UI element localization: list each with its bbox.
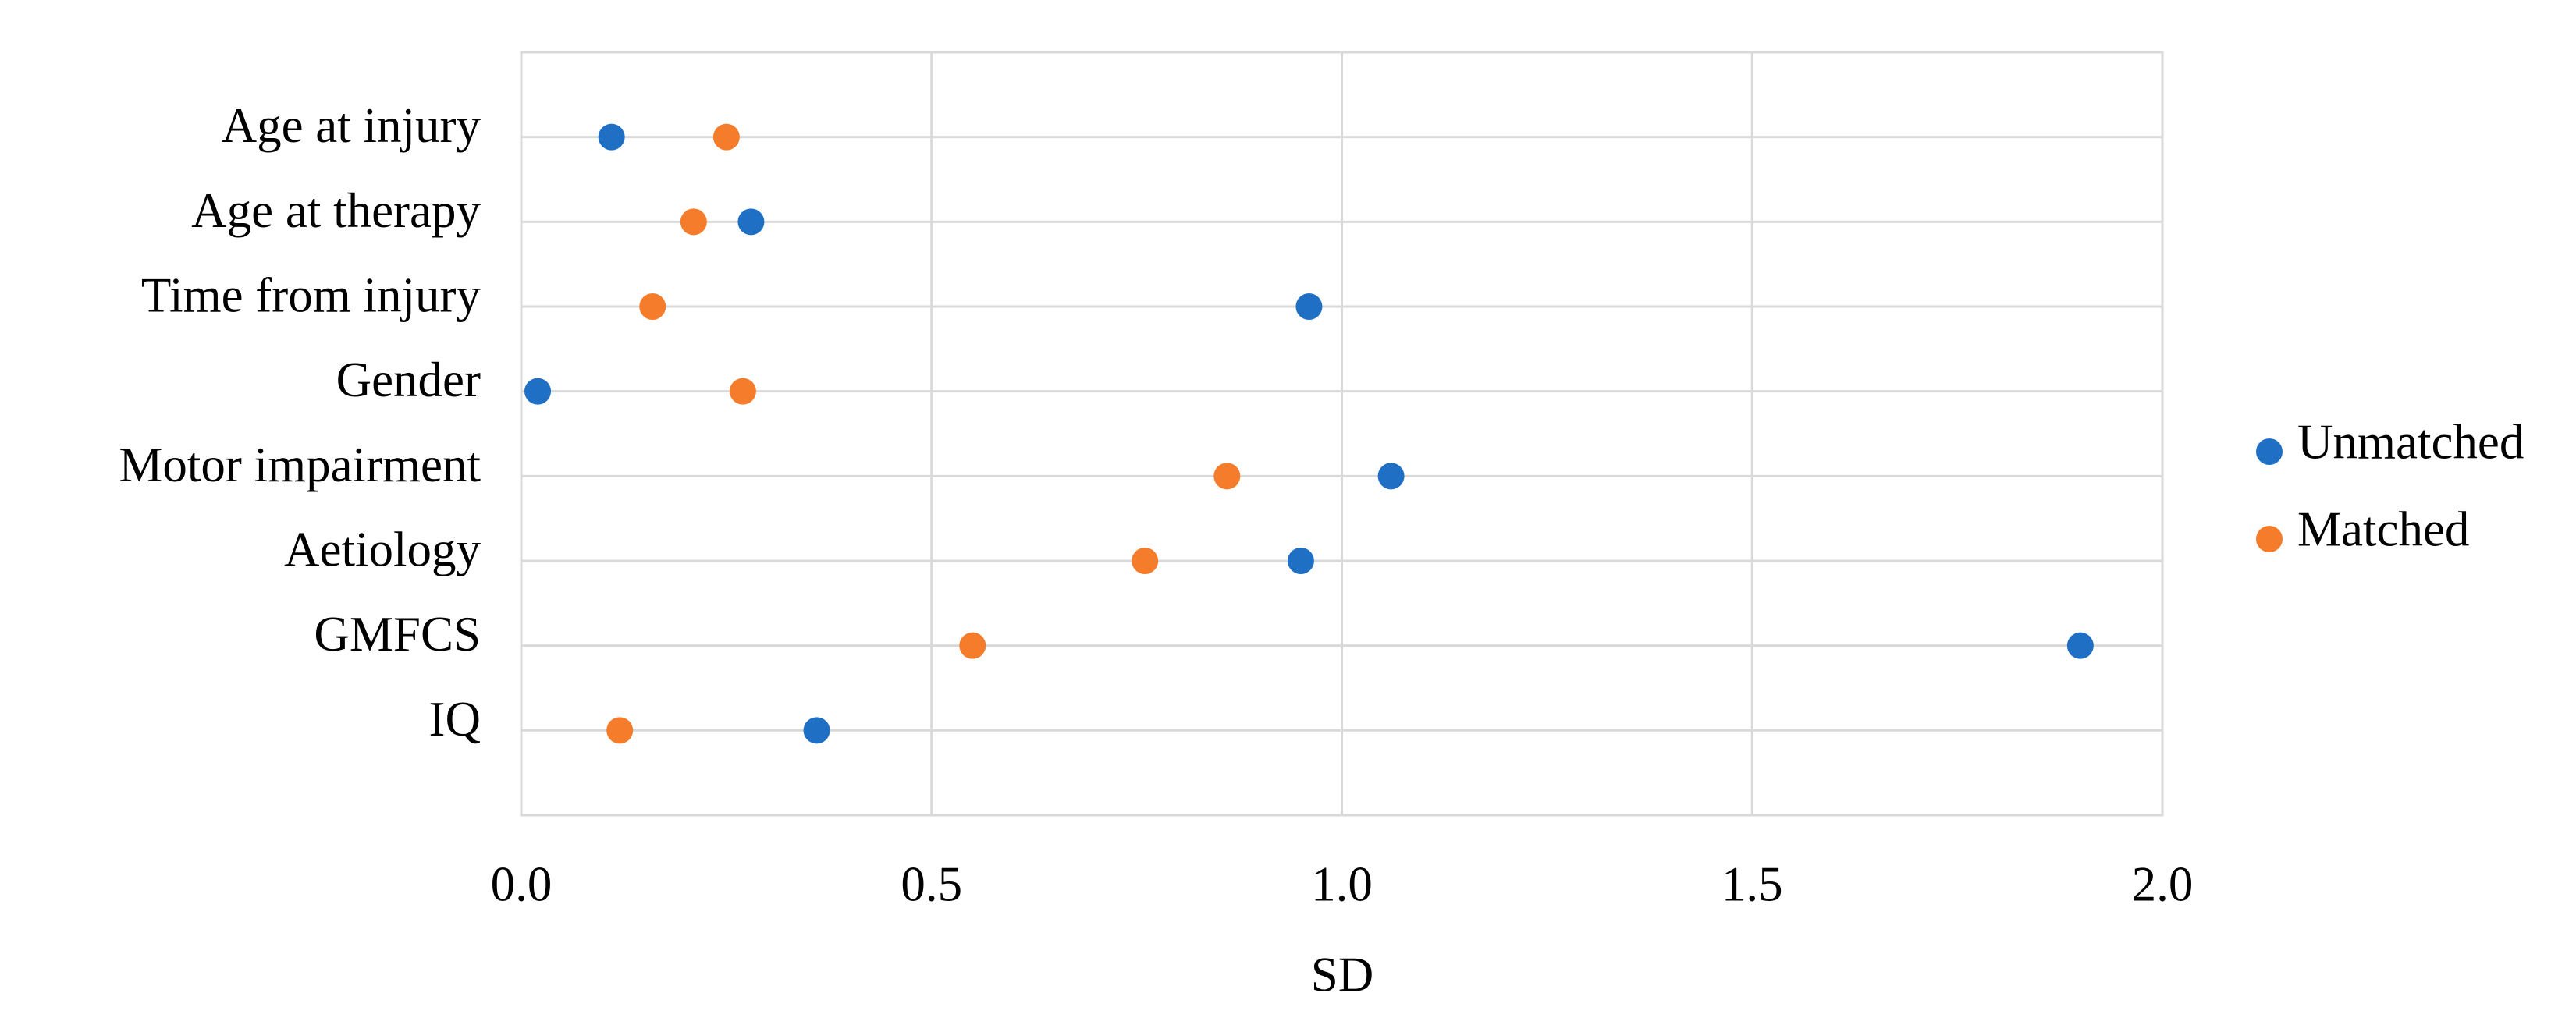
dot [737, 208, 765, 236]
dot [598, 123, 625, 151]
y-tick-label: GMFCS [314, 607, 481, 661]
dot [524, 378, 552, 405]
dot [1287, 548, 1314, 574]
dot [803, 717, 830, 744]
y-tick-label: Gender [336, 353, 481, 407]
y-tick-label: Motor impairment [119, 438, 481, 492]
dot [1377, 463, 1405, 490]
x-tick-label: 2.0 [2132, 857, 2194, 911]
legend-marker [2256, 438, 2283, 465]
dot [639, 293, 666, 320]
x-axis-label: SD [1311, 947, 1374, 1002]
y-tick-label: Age at injury [222, 98, 481, 153]
dot [606, 717, 634, 744]
dot [680, 208, 707, 236]
dot [1295, 293, 1323, 320]
dot [959, 632, 986, 659]
y-tick-label: Age at therapy [191, 183, 481, 238]
legend-marker [2256, 526, 2283, 552]
dot [2066, 632, 2094, 659]
legend-label: Matched [2297, 502, 2469, 556]
y-tick-label: Time from injury [141, 268, 481, 322]
dot [729, 378, 756, 405]
x-tick-label: 0.5 [901, 857, 962, 911]
dot [1132, 548, 1159, 574]
x-tick-label: 0.0 [491, 857, 553, 911]
y-tick-label: Aetiology [284, 522, 481, 576]
dot [712, 123, 740, 151]
x-tick-label: 1.5 [1721, 857, 1783, 911]
y-tick-label: IQ [429, 692, 481, 747]
dot [1213, 463, 1241, 490]
legend-label: Unmatched [2297, 414, 2524, 469]
x-tick-label: 1.0 [1311, 857, 1373, 911]
